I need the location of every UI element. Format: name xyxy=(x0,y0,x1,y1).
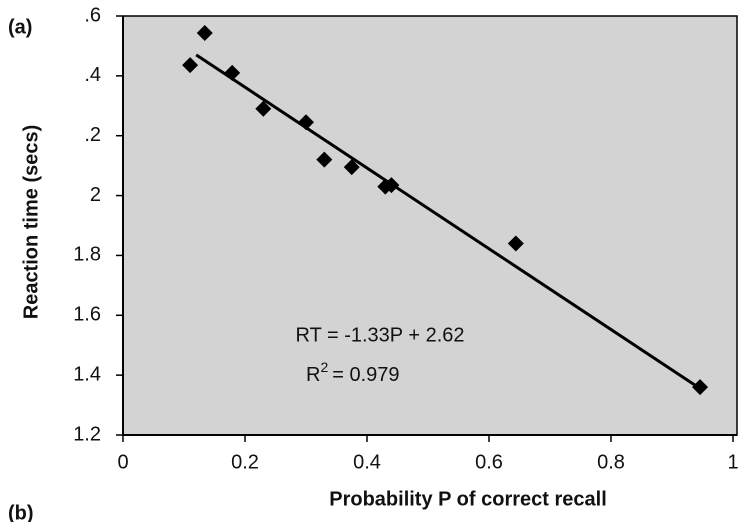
annotation: RT = -1.33P + 2.62 xyxy=(295,324,464,346)
y-tick-label: .4 xyxy=(84,64,101,86)
point xyxy=(343,159,360,176)
y-tick-label: 1.2 xyxy=(73,423,101,445)
y-tick-label: 1.4 xyxy=(73,363,101,385)
x-tick-label: 0.6 xyxy=(475,451,503,473)
y-axis-title: Reaction time (secs) xyxy=(20,125,42,320)
x-tick-label: 0.8 xyxy=(597,451,625,473)
trend-line xyxy=(195,53,704,392)
panel-label: (b) xyxy=(8,502,34,522)
point xyxy=(255,100,272,117)
x-tick-label: 0 xyxy=(117,451,128,473)
annotation-part: R xyxy=(306,364,320,386)
plot-area xyxy=(122,15,738,436)
annotation-part: 2 xyxy=(320,359,328,375)
point xyxy=(692,379,709,396)
y-tick-label: 1.8 xyxy=(73,244,101,266)
y-tick-label: .2 xyxy=(84,124,101,146)
x-tick-label: 0.4 xyxy=(353,451,381,473)
annotation: R2 = 0.979 xyxy=(306,359,400,387)
point xyxy=(383,177,400,194)
y-tick-label: 1.6 xyxy=(73,304,101,326)
y-tick-label: 2 xyxy=(90,184,101,206)
x-tick-label: 0.2 xyxy=(231,451,259,473)
point xyxy=(182,57,199,74)
point xyxy=(196,25,213,42)
y-tick-label: .6 xyxy=(84,4,101,26)
point xyxy=(298,114,314,131)
point xyxy=(507,235,524,252)
point xyxy=(224,64,241,81)
x-axis-title: Probability P of correct recall xyxy=(329,488,607,510)
panel-label: (a) xyxy=(8,16,32,38)
x-tick-label: 1 xyxy=(727,451,738,473)
point xyxy=(316,151,333,168)
annotation-part: = 0.979 xyxy=(332,364,399,386)
